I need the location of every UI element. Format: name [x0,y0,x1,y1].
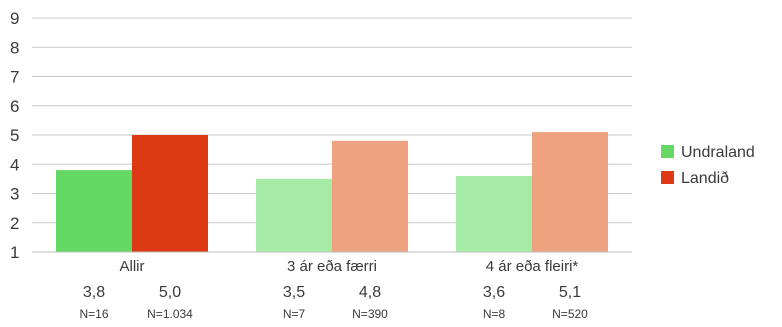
legend-swatch [661,145,674,158]
y-tick-label: 1 [10,243,19,262]
bar [256,178,332,252]
n-label: N=520 [552,307,588,321]
legend-swatch [661,171,674,184]
y-tick-label: 3 [10,185,19,204]
y-tick-label: 6 [10,97,19,116]
bar [532,132,608,252]
y-tick-label: 5 [10,126,19,145]
n-label: N=16 [79,307,108,321]
bar [332,140,408,252]
value-label: 3,6 [483,284,505,301]
y-tick-label: 7 [10,68,19,87]
x-tick-label: 3 ár eða færri [287,258,377,275]
n-label: N=1.034 [147,307,193,321]
legend-label: Undraland [681,144,755,161]
bar [132,135,208,252]
value-label: 4,8 [359,284,381,301]
y-tick-label: 9 [10,9,19,28]
n-label: N=390 [352,307,388,321]
y-tick-label: 4 [10,155,19,174]
n-label: N=8 [483,307,506,321]
value-label: 5,0 [159,284,181,301]
x-tick-label: Allir [120,258,145,275]
y-tick-label: 2 [10,214,19,233]
value-label: 5,1 [559,284,581,301]
bar [56,170,132,252]
bar [456,175,532,252]
value-label: 3,8 [83,284,105,301]
value-label: 3,5 [283,284,305,301]
legend-label: Landið [681,170,729,187]
n-label: N=7 [283,307,306,321]
y-tick-label: 8 [10,38,19,57]
x-tick-label: 4 ár eða fleiri* [486,258,579,275]
